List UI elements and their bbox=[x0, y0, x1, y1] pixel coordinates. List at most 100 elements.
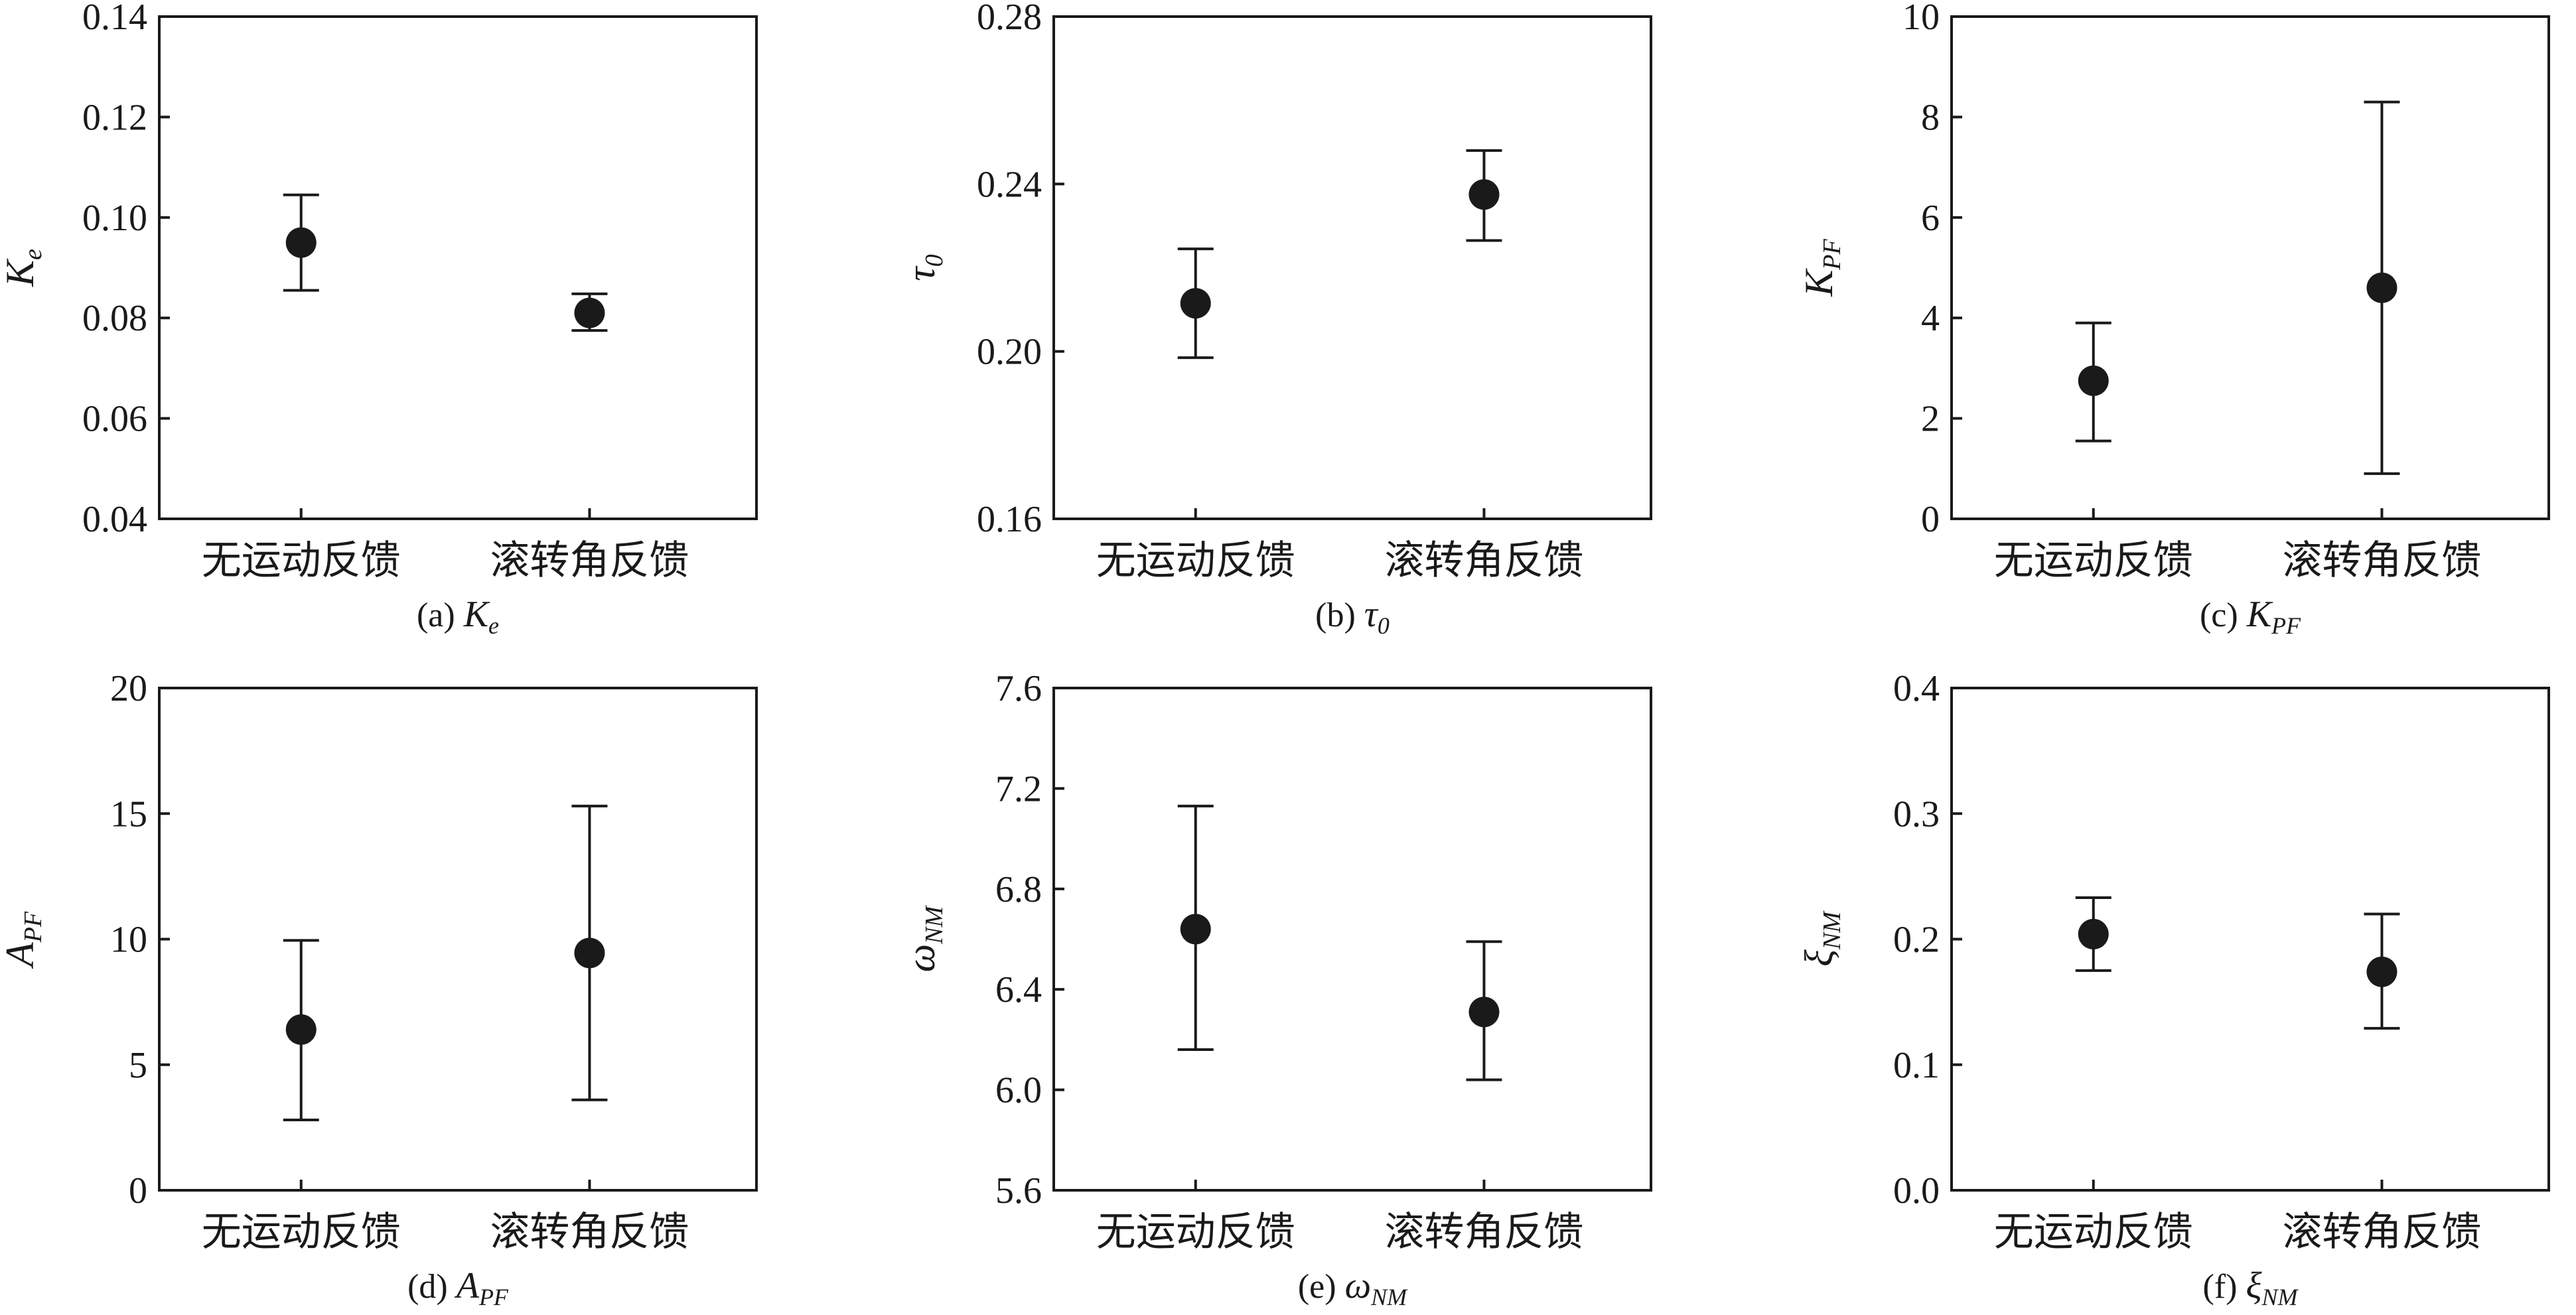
y-axis-label-sub: PF bbox=[1818, 238, 1846, 270]
y-axis-label-var: ω bbox=[899, 944, 943, 972]
y-tick-label: 7.6 bbox=[995, 668, 1042, 709]
plot-frame bbox=[158, 15, 758, 520]
panel-caption-var: ξ bbox=[2246, 1265, 2261, 1306]
y-tick-label: 5.6 bbox=[995, 1170, 1042, 1211]
y-tick-label: 4 bbox=[1921, 298, 1940, 339]
panel-caption-sub: PF bbox=[478, 1284, 509, 1310]
plot-frame bbox=[158, 687, 758, 1192]
y-tick-label: 10 bbox=[1902, 0, 1940, 38]
panel-caption-var: K bbox=[463, 594, 490, 635]
data-point bbox=[1468, 179, 1500, 210]
x-category-label: 滚转角反馈 bbox=[1384, 537, 1583, 584]
y-tick-label: 0.3 bbox=[1893, 794, 1940, 835]
panel-caption: (e) ωNM bbox=[1298, 1265, 1408, 1310]
y-tick-label: 0.2 bbox=[1893, 920, 1940, 961]
data-point bbox=[574, 937, 605, 969]
panel-caption-sub: e bbox=[488, 612, 499, 639]
y-tick-label: 0.06 bbox=[82, 399, 147, 440]
y-axis-label-var: K bbox=[1797, 268, 1841, 297]
data-point bbox=[574, 297, 605, 328]
y-axis-label: τ0 bbox=[899, 254, 948, 281]
x-category-label: 滚转角反馈 bbox=[2282, 537, 2481, 584]
y-axis-label-var: K bbox=[0, 258, 42, 287]
y-tick-label: 6.8 bbox=[995, 869, 1042, 910]
y-axis-label-sub: NM bbox=[1818, 910, 1846, 950]
y-tick-label: 0.0 bbox=[1893, 1170, 1940, 1211]
y-axis-label: ξNM bbox=[1797, 910, 1846, 967]
y-tick-label: 6.4 bbox=[995, 969, 1042, 1010]
x-category-label: 滚转角反馈 bbox=[1384, 1209, 1583, 1255]
panel-caption: (b) τ0 bbox=[1315, 594, 1390, 639]
y-tick-label: 2 bbox=[1921, 399, 1940, 440]
plot-frame bbox=[1950, 15, 2550, 520]
y-axis-label-var: ξ bbox=[1797, 949, 1841, 967]
y-axis-label-var: τ bbox=[899, 265, 943, 281]
panel-caption-sub: NM bbox=[1370, 1284, 1408, 1310]
y-tick-label: 0.04 bbox=[82, 499, 147, 540]
y-tick-label: 0.4 bbox=[1893, 668, 1940, 709]
y-tick-label: 0.24 bbox=[977, 164, 1042, 205]
panel-caption-var: τ bbox=[1364, 594, 1379, 635]
panel-caption: (d) APF bbox=[407, 1265, 509, 1310]
panel-caption-prefix: (a) bbox=[417, 596, 464, 634]
panel-caption-sub: PF bbox=[2271, 612, 2301, 639]
y-tick-label: 5 bbox=[129, 1045, 147, 1086]
plot-frame bbox=[1052, 687, 1652, 1192]
panel-caption-prefix: (b) bbox=[1315, 596, 1364, 634]
y-tick-label: 0.08 bbox=[82, 298, 147, 339]
data-point bbox=[1468, 997, 1500, 1028]
y-axis-label: ωNM bbox=[899, 904, 948, 972]
data-point bbox=[2366, 272, 2397, 303]
y-tick-label: 0.16 bbox=[977, 499, 1042, 540]
plot-frame bbox=[1052, 15, 1652, 520]
x-category-label: 无运动反馈 bbox=[1096, 537, 1295, 584]
y-tick-label: 20 bbox=[110, 668, 147, 709]
panel-caption-var: ω bbox=[1345, 1265, 1372, 1306]
panel-caption: (f) ξNM bbox=[2203, 1265, 2299, 1310]
x-category-label: 滚转角反馈 bbox=[2282, 1209, 2481, 1255]
data-point bbox=[2078, 918, 2109, 949]
y-tick-label: 8 bbox=[1921, 97, 1940, 138]
panel-caption-prefix: (c) bbox=[2200, 596, 2247, 634]
y-tick-label: 0 bbox=[129, 1170, 147, 1211]
y-tick-label: 0.12 bbox=[82, 97, 147, 138]
panel-caption: (c) KPF bbox=[2200, 594, 2301, 639]
panel-caption-sub: NM bbox=[2261, 1284, 2299, 1310]
y-axis-label: APF bbox=[0, 911, 47, 969]
panel-caption-prefix: (e) bbox=[1298, 1268, 1345, 1306]
x-category-label: 滚转角反馈 bbox=[490, 1209, 689, 1255]
y-tick-label: 6 bbox=[1921, 198, 1940, 239]
data-point bbox=[1180, 914, 1211, 945]
y-tick-label: 0.10 bbox=[82, 198, 147, 239]
x-category-label: 滚转角反馈 bbox=[490, 537, 689, 584]
data-point bbox=[285, 1014, 317, 1045]
y-tick-label: 0.20 bbox=[977, 332, 1042, 373]
y-tick-label: 0 bbox=[1921, 499, 1940, 540]
y-axis-label: KPF bbox=[1797, 238, 1846, 297]
x-category-label: 无运动反馈 bbox=[1994, 537, 2193, 584]
data-point bbox=[1180, 288, 1211, 319]
y-axis-label-sub: 0 bbox=[920, 254, 948, 267]
panel-caption-sub: 0 bbox=[1378, 612, 1390, 639]
y-axis-label-sub: PF bbox=[19, 911, 47, 943]
x-category-label: 无运动反馈 bbox=[202, 1209, 401, 1255]
y-tick-label: 15 bbox=[110, 794, 147, 835]
y-tick-label: 6.0 bbox=[995, 1070, 1042, 1111]
y-axis-label-sub: e bbox=[19, 249, 47, 260]
y-tick-label: 10 bbox=[110, 920, 147, 961]
x-category-label: 无运动反馈 bbox=[1096, 1209, 1295, 1255]
y-axis-label-var: A bbox=[0, 942, 42, 969]
x-category-label: 无运动反馈 bbox=[202, 537, 401, 584]
panel-caption-prefix: (d) bbox=[407, 1268, 457, 1306]
y-axis-label: Ke bbox=[0, 249, 47, 287]
y-axis-label-sub: NM bbox=[920, 904, 948, 944]
panel-caption-var: A bbox=[454, 1265, 480, 1306]
panel-caption-var: K bbox=[2246, 594, 2273, 635]
